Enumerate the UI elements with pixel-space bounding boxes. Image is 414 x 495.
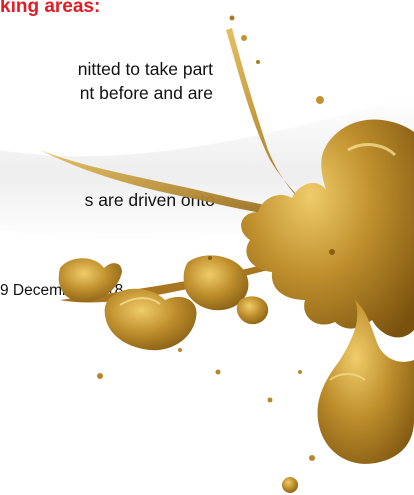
paragraph-1-line-2: nt before and are xyxy=(79,83,213,103)
slide-heading: king areas: xyxy=(0,0,101,17)
paragraph-1-line-1: nitted to take part xyxy=(77,59,213,79)
paragraph-1: nitted to take part nt before and are xyxy=(0,57,213,105)
